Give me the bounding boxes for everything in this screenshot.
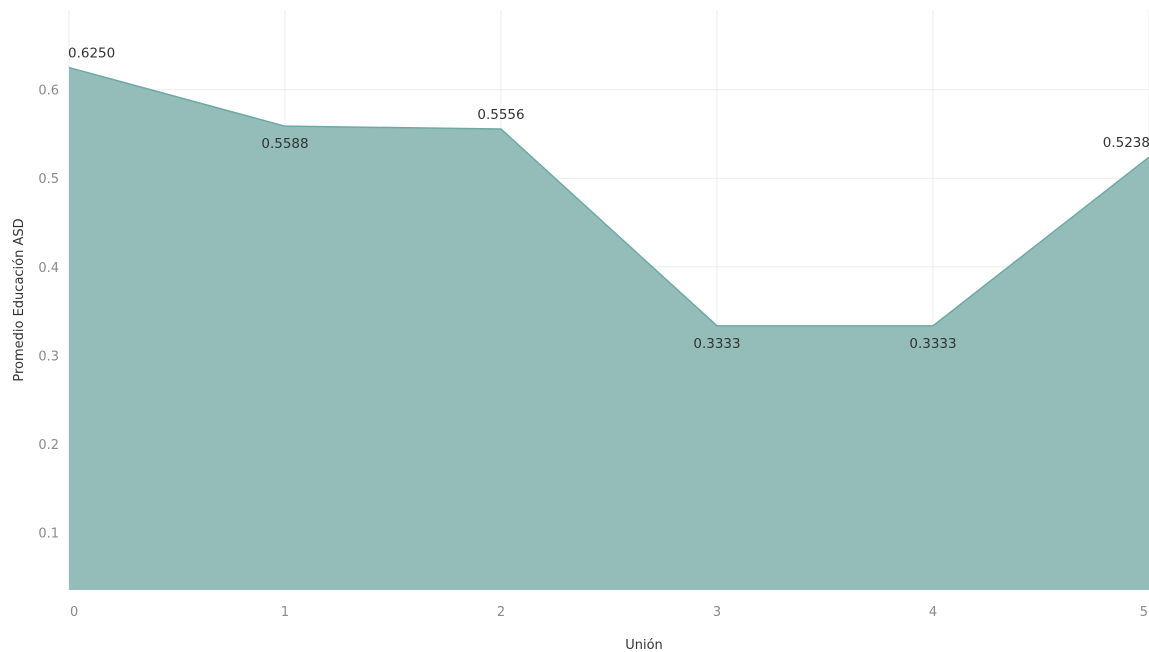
x-tick-label: 3	[713, 605, 721, 620]
y-tick-label: 0.6	[38, 84, 59, 99]
y-tick-label: 0.5	[38, 172, 59, 187]
x-tick-label: 0	[70, 605, 78, 620]
data-label: 0.5238	[1103, 135, 1149, 151]
area-layer	[68, 66, 1149, 590]
x-axis-ticks: 0 1 2 3 4 5	[70, 605, 1148, 620]
data-label: 0.3333	[909, 336, 956, 352]
y-axis-title: Promedio Educación ASD	[12, 218, 27, 381]
y-axis-ticks: 0.1 0.2 0.3 0.4 0.5 0.6	[38, 84, 59, 542]
y-tick-label: 0.2	[38, 438, 59, 453]
x-tick-label: 1	[281, 605, 289, 620]
area-series-line	[68, 66, 1149, 327]
data-label: 0.5556	[477, 107, 524, 123]
y-tick-label: 0.4	[38, 261, 59, 276]
area-series	[69, 67, 1149, 590]
y-tick-label: 0.1	[38, 526, 59, 541]
x-tick-label: 5	[1140, 605, 1148, 620]
x-tick-label: 4	[929, 605, 937, 620]
y-tick-label: 0.3	[38, 349, 59, 364]
x-axis-title: Unión	[625, 638, 663, 652]
x-tick-label: 2	[497, 605, 505, 620]
data-label: 0.6250	[68, 46, 115, 62]
data-labels: 0.6250 0.5588 0.5556 0.3333 0.3333 0.5238	[68, 46, 1149, 352]
data-label: 0.3333	[693, 336, 740, 352]
data-label: 0.5588	[261, 136, 308, 152]
